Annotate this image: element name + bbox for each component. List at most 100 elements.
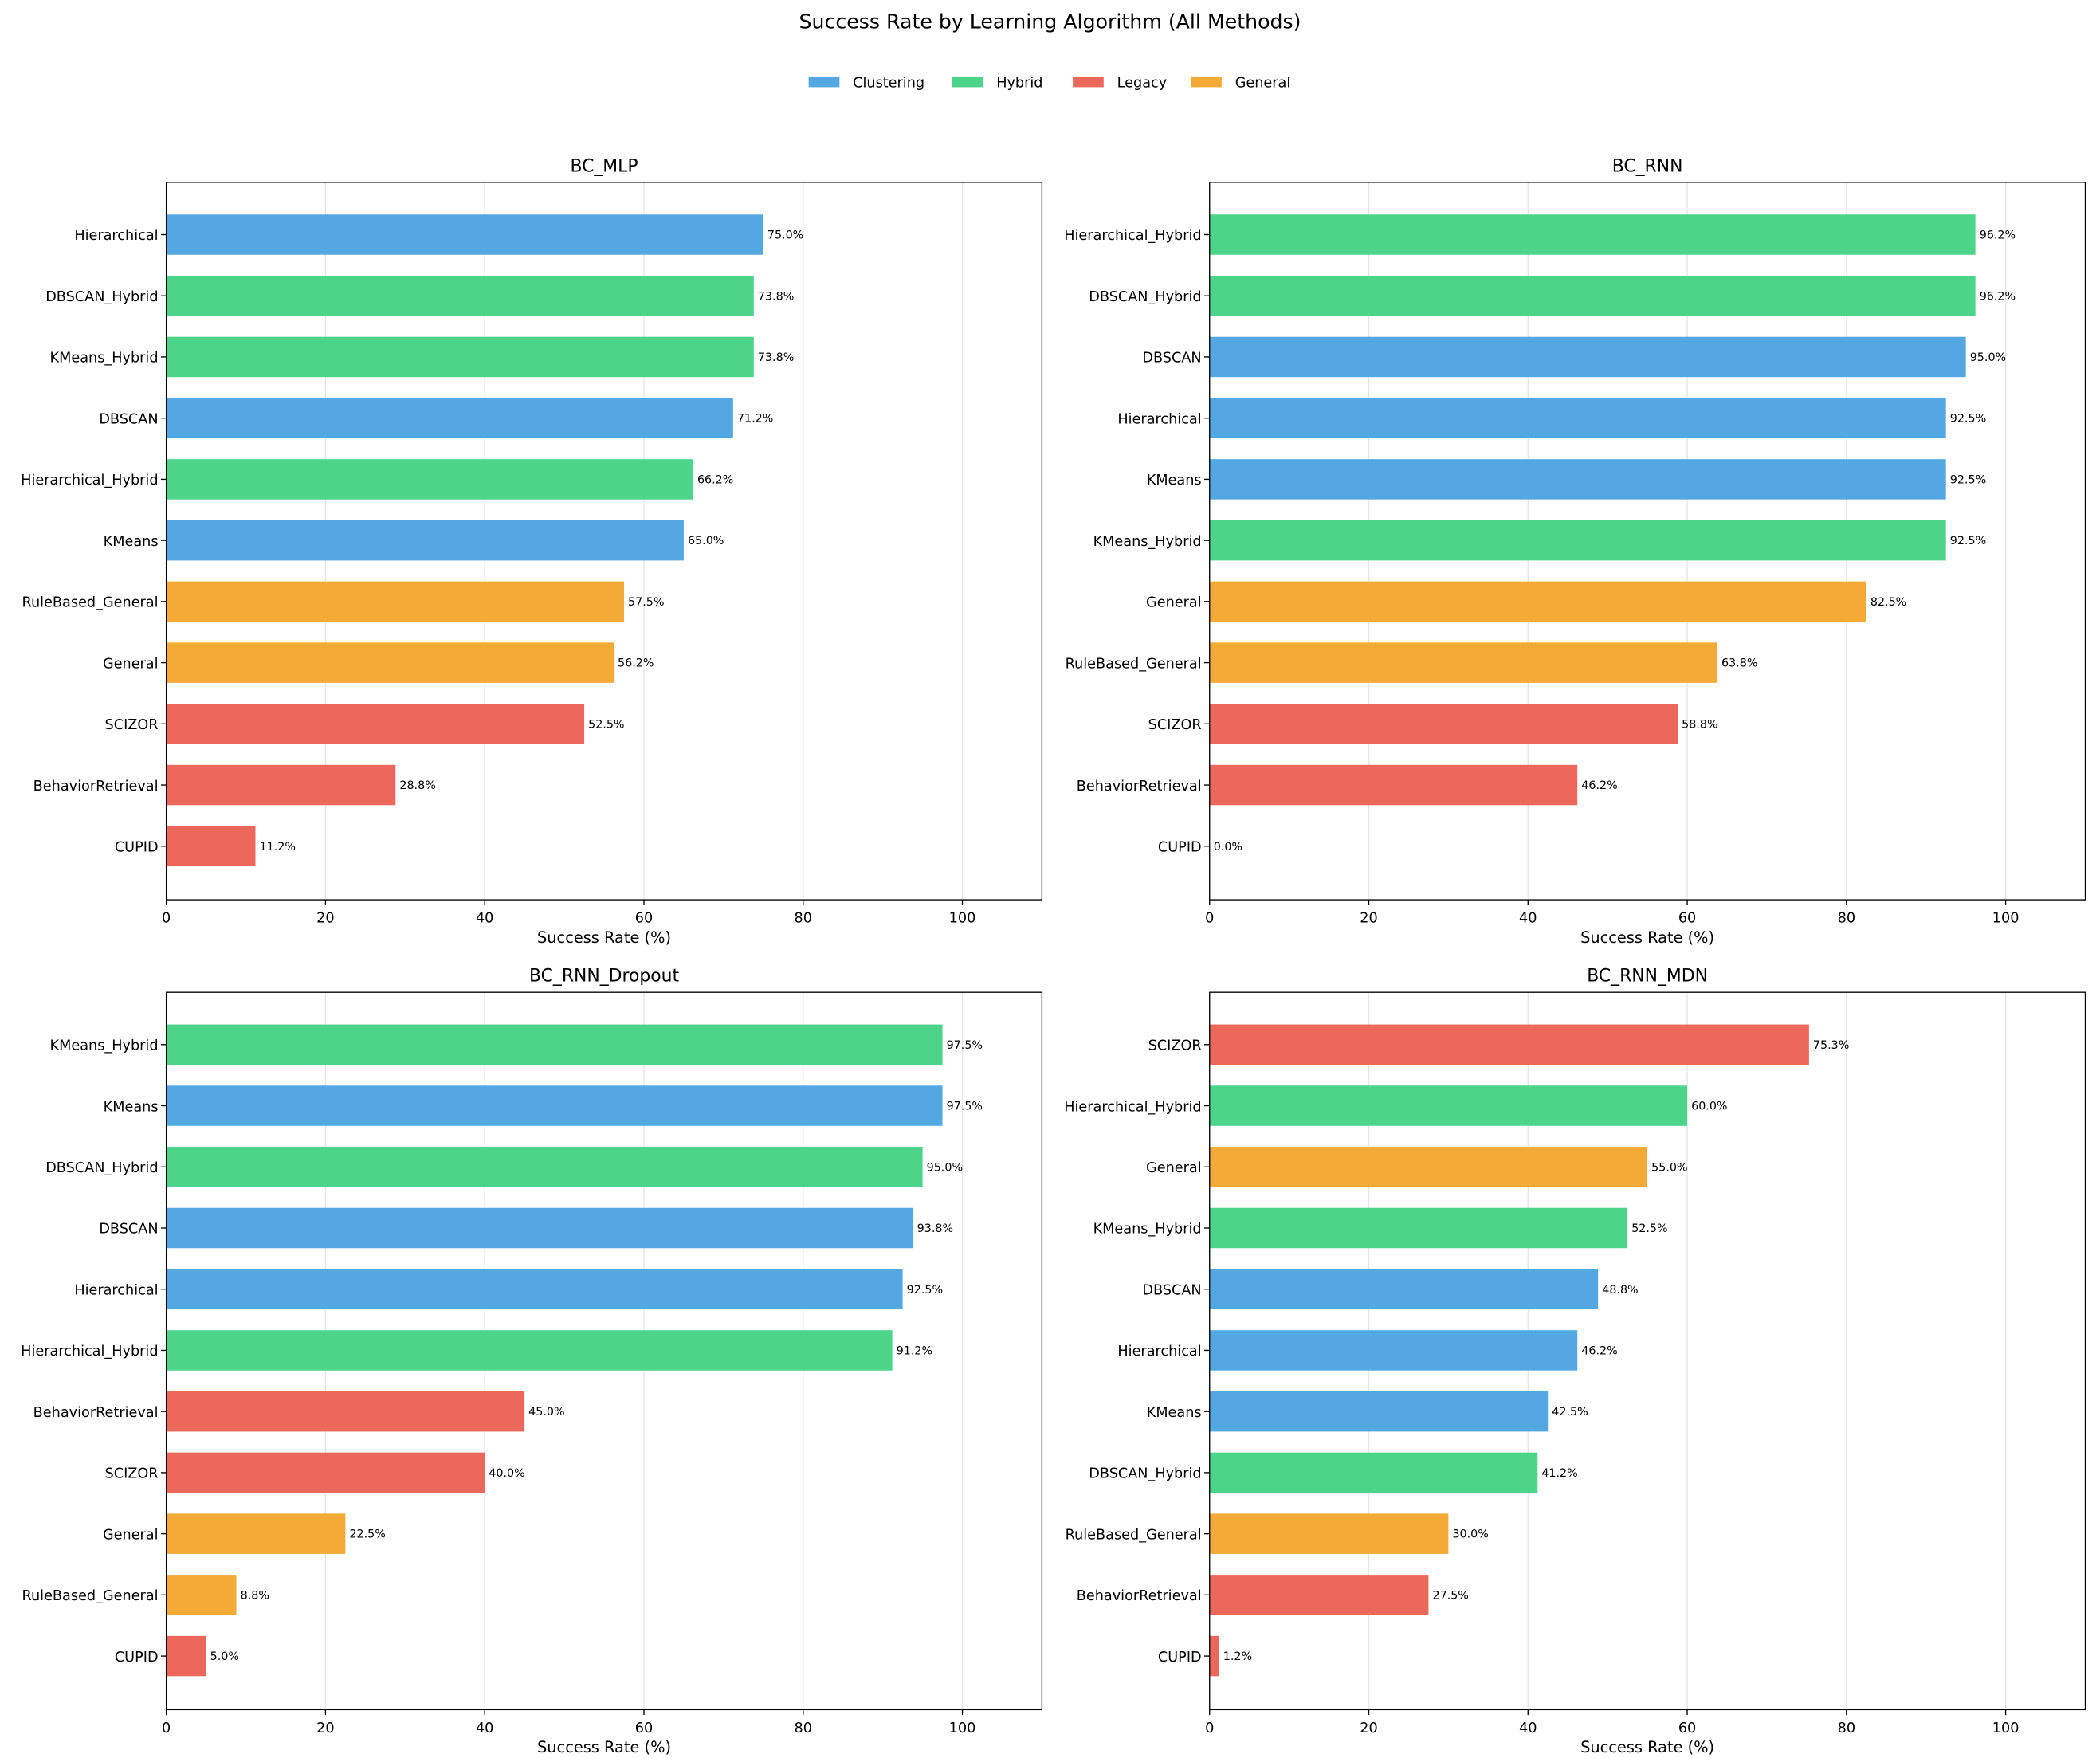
y-tick-label: KMeans_Hybrid xyxy=(1093,1222,1202,1238)
bar-hierarchical-hybrid xyxy=(166,459,693,500)
data-label: 46.2% xyxy=(1581,779,1617,792)
x-tick-label: 0 xyxy=(1205,1721,1214,1736)
data-label: 82.5% xyxy=(1870,596,1906,609)
y-tick-label: SCIZOR xyxy=(105,1466,159,1482)
legend: Clustering Hybrid Legacy General xyxy=(808,75,1290,91)
x-tick-label: 40 xyxy=(1519,911,1537,927)
subplot-bc-rnn: 96.2% Hierarchical_Hybrid 96.2% DBSCAN_Hybr… xyxy=(1064,156,2086,947)
y-tick-label: RuleBased_General xyxy=(1066,656,1202,672)
y-tick-label: DBSCAN xyxy=(1142,351,1201,367)
x-tick-label: 20 xyxy=(1360,911,1377,927)
bar-hierarchical-hybrid xyxy=(166,1330,893,1371)
bar-behaviorretrieval xyxy=(166,1391,525,1432)
data-label: 56.2% xyxy=(618,657,654,670)
data-label: 60.0% xyxy=(1691,1101,1727,1113)
data-label: 46.2% xyxy=(1581,1344,1617,1357)
bar-hierarchical-hybrid xyxy=(1209,214,1976,255)
bar-dbscan xyxy=(166,1207,913,1249)
data-label: 73.8% xyxy=(758,290,794,303)
bar-hierarchical-hybrid xyxy=(1209,1085,1688,1126)
bar-dbscan xyxy=(1209,336,1966,378)
legend-item-general: General xyxy=(1191,75,1290,91)
x-axis-label: Success Rate (%) xyxy=(537,928,671,947)
x-tick-label: 20 xyxy=(1360,1721,1377,1736)
bar-kmeans xyxy=(166,520,684,561)
bar-hierarchical xyxy=(1209,1330,1578,1371)
data-label: 8.8% xyxy=(241,1589,269,1602)
bar-dbscan xyxy=(166,398,733,438)
x-axis-label: Success Rate (%) xyxy=(1580,928,1714,947)
data-label: 52.5% xyxy=(1631,1222,1667,1235)
legend-item-clustering: Clustering xyxy=(808,75,924,91)
legend-item-legacy: Legacy xyxy=(1073,75,1167,91)
data-label: 92.5% xyxy=(1950,413,1986,426)
y-tick-label: Hierarchical_Hybrid xyxy=(21,1344,158,1360)
bar-behaviorretrieval xyxy=(1209,1575,1429,1615)
y-tick-label: KMeans xyxy=(104,1099,159,1115)
y-tick-label: KMeans_Hybrid xyxy=(50,351,159,367)
y-tick-label: BehaviorRetrieval xyxy=(33,1405,159,1421)
subplot-title: BC_MLP xyxy=(571,156,638,176)
data-label: 66.2% xyxy=(697,473,733,486)
subplot-title: BC_RNN xyxy=(1612,156,1683,176)
data-label: 95.0% xyxy=(927,1161,963,1174)
y-tick-label: SCIZOR xyxy=(1148,717,1202,733)
data-label: 22.5% xyxy=(349,1528,385,1541)
figure-title: Success Rate by Learning Algorithm (All … xyxy=(799,10,1301,33)
y-tick-label: KMeans_Hybrid xyxy=(1093,534,1202,550)
data-label: 1.2% xyxy=(1223,1650,1252,1663)
x-tick-label: 0 xyxy=(162,1721,171,1736)
y-tick-label: BehaviorRetrieval xyxy=(33,779,159,795)
bar-behaviorretrieval xyxy=(166,764,396,806)
subplot-bc-mlp: 75.0% Hierarchical 73.8% DBSCAN_Hybrid 73.8%… xyxy=(21,156,1043,947)
y-tick-label: General xyxy=(103,656,159,672)
bar-general xyxy=(1209,581,1866,622)
data-label: 41.2% xyxy=(1541,1467,1577,1480)
bar-kmeans-hybrid xyxy=(1209,1207,1628,1249)
x-tick-label: 40 xyxy=(476,911,493,927)
bar-hierarchical xyxy=(1209,398,1946,438)
x-tick-label: 40 xyxy=(476,1721,493,1736)
bar-dbscan xyxy=(1209,1269,1599,1309)
bar-kmeans-hybrid xyxy=(166,336,754,378)
legend-swatch xyxy=(1073,76,1104,88)
data-label: 71.2% xyxy=(737,413,773,426)
y-tick-label: Hierarchical_Hybrid xyxy=(1064,228,1201,244)
y-tick-label: KMeans xyxy=(1147,1405,1202,1421)
bar-hierarchical xyxy=(166,214,763,255)
data-label: 5.0% xyxy=(210,1650,239,1663)
y-tick-label: Hierarchical xyxy=(74,228,158,244)
y-tick-label: DBSCAN_Hybrid xyxy=(1089,289,1201,305)
data-label: 28.8% xyxy=(399,779,435,792)
bar-dbscan-hybrid xyxy=(1209,1452,1538,1493)
bar-kmeans xyxy=(1209,459,1946,500)
x-tick-label: 40 xyxy=(1519,1721,1537,1736)
x-tick-label: 100 xyxy=(1992,911,2020,927)
data-label: 42.5% xyxy=(1552,1406,1588,1419)
data-label: 48.8% xyxy=(1602,1284,1638,1297)
data-label: 92.5% xyxy=(1950,535,1986,547)
y-tick-label: General xyxy=(1146,1160,1202,1176)
bar-cupid xyxy=(1209,1635,1219,1677)
data-label: 92.5% xyxy=(1950,473,1986,486)
y-tick-label: General xyxy=(1146,595,1202,611)
legend-label: Legacy xyxy=(1117,75,1168,91)
x-axis-label: Success Rate (%) xyxy=(1580,1738,1714,1756)
bar-dbscan-hybrid xyxy=(166,1147,923,1187)
bar-hierarchical xyxy=(166,1269,903,1309)
y-tick-label: SCIZOR xyxy=(105,717,159,733)
subplot-title: BC_RNN_MDN xyxy=(1587,967,1708,987)
legend-label: Hybrid xyxy=(996,75,1042,91)
y-tick-label: KMeans xyxy=(104,534,159,550)
legend-label: Clustering xyxy=(853,75,924,91)
x-tick-label: 100 xyxy=(949,911,976,927)
y-tick-label: Hierarchical_Hybrid xyxy=(21,473,158,489)
y-tick-label: BehaviorRetrieval xyxy=(1077,779,1202,795)
y-tick-label: Hierarchical_Hybrid xyxy=(1064,1099,1201,1115)
y-tick-label: DBSCAN xyxy=(1142,1282,1201,1298)
y-tick-label: CUPID xyxy=(115,1650,159,1666)
data-label: 75.3% xyxy=(1813,1039,1849,1052)
data-label: 65.0% xyxy=(688,535,724,547)
y-tick-label: CUPID xyxy=(1158,1650,1202,1666)
x-tick-label: 0 xyxy=(1205,911,1214,927)
